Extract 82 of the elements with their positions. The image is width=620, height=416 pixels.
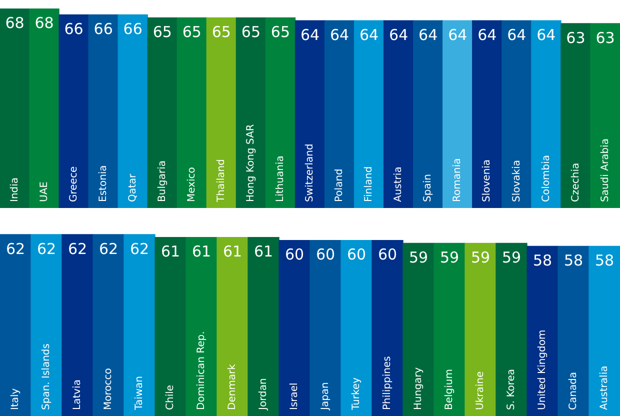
data-label: 61	[192, 242, 212, 261]
x-tick-label: Latvia	[72, 380, 84, 410]
data-label: 62	[98, 240, 118, 258]
data-label: 58	[564, 252, 584, 270]
x-tick-label: Czechia	[570, 162, 582, 202]
data-label: 63	[596, 28, 615, 47]
x-tick-label: Poland	[334, 168, 346, 202]
data-label: 59	[502, 248, 522, 267]
data-label: 63	[566, 28, 586, 47]
data-label: 58	[594, 252, 614, 270]
data-label: 68	[34, 14, 54, 32]
x-tick-label: Jordan	[258, 378, 270, 411]
x-tick-label: Qatar	[127, 172, 138, 202]
x-tick-label: Turkey	[351, 377, 362, 411]
data-label: 66	[64, 20, 84, 38]
data-label: 62	[68, 240, 88, 258]
x-tick-label: Estonia	[98, 165, 109, 202]
x-tick-label: Dominican Rep.	[196, 331, 208, 410]
x-tick-label: Chile	[165, 384, 176, 410]
x-tick-label: Spain	[422, 174, 434, 202]
x-tick-label: India	[9, 177, 20, 202]
data-label: 61	[254, 242, 274, 261]
x-tick-label: Slovenia	[482, 159, 493, 202]
x-tick-label: Slovakia	[511, 160, 522, 202]
data-label: 59	[440, 248, 460, 267]
data-label: 64	[360, 26, 379, 44]
x-tick-label: Austria	[393, 166, 404, 202]
data-label: 60	[316, 246, 336, 264]
x-tick-label: Hungary	[413, 367, 424, 410]
data-label: 64	[448, 26, 468, 44]
data-label: 60	[378, 246, 398, 264]
data-label: 59	[470, 248, 490, 267]
x-tick-label: Israel	[289, 382, 300, 410]
data-label: 68	[5, 14, 24, 32]
data-label: 65	[212, 23, 231, 42]
data-label: 59	[408, 248, 428, 267]
data-label: 66	[123, 20, 142, 38]
data-label: 64	[478, 26, 497, 44]
data-label: 61	[222, 242, 242, 261]
data-label: 65	[152, 23, 172, 42]
x-tick-label: Colombia	[540, 155, 552, 202]
x-tick-label: Morocco	[103, 368, 114, 410]
x-tick-label: Lithuania	[275, 156, 286, 202]
x-tick-label: Taiwan	[134, 376, 146, 411]
x-tick-label: Romania	[452, 158, 464, 202]
x-tick-label: Hong Kong SAR	[246, 124, 257, 202]
data-label: 60	[346, 246, 366, 264]
data-label: 62	[130, 240, 150, 258]
x-tick-label: Mexico	[186, 167, 198, 202]
x-tick-label: United Kingdom	[537, 330, 548, 410]
data-label: 58	[532, 252, 552, 270]
x-tick-label: Ukraine	[475, 371, 486, 410]
data-label: 64	[536, 26, 556, 44]
data-label: 62	[6, 240, 26, 258]
x-tick-label: Bulgaria	[156, 160, 168, 202]
data-label: 64	[418, 26, 438, 44]
data-label: 64	[507, 26, 526, 44]
data-label: 65	[241, 23, 260, 42]
x-tick-label: Thailand	[216, 159, 228, 203]
x-tick-label: Australia	[599, 366, 610, 410]
x-tick-label: Italy	[10, 388, 22, 410]
data-label: 66	[94, 20, 113, 38]
x-tick-label: Belgium	[444, 369, 456, 410]
x-tick-label: Greece	[68, 166, 80, 202]
data-label: 64	[389, 26, 408, 44]
data-label: 60	[284, 246, 304, 264]
x-tick-label: UAE	[38, 182, 50, 202]
x-tick-label: Denmark	[227, 364, 238, 410]
data-label: 65	[182, 23, 202, 42]
data-label: 62	[36, 240, 56, 258]
data-label: 61	[160, 242, 180, 261]
data-label: 65	[270, 23, 290, 42]
x-tick-label: Japan	[320, 382, 332, 411]
x-tick-label: Span. Islands	[41, 344, 52, 410]
x-tick-label: Saudi Arabia	[600, 138, 611, 202]
x-tick-label: S. Korea	[506, 368, 518, 410]
x-tick-label: Switzerland	[304, 144, 316, 202]
x-tick-label: Philippines	[382, 356, 394, 410]
x-tick-label: Finland	[364, 166, 375, 202]
x-tick-label: Canada	[568, 372, 580, 410]
data-label: 64	[330, 26, 350, 44]
data-label: 64	[300, 26, 320, 44]
